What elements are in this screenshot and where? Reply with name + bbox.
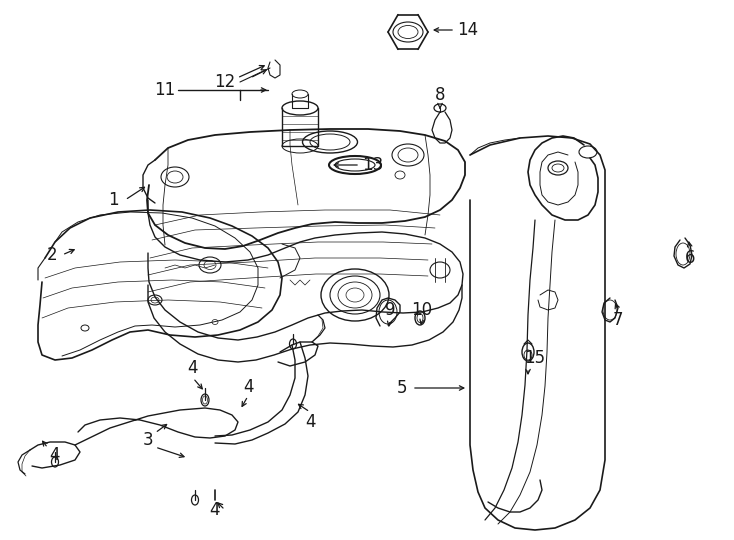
Text: 7: 7 bbox=[613, 311, 623, 329]
Text: 4: 4 bbox=[210, 501, 220, 519]
Text: 4: 4 bbox=[305, 413, 315, 431]
Text: 13: 13 bbox=[363, 156, 384, 174]
Text: 12: 12 bbox=[214, 73, 236, 91]
Text: 4: 4 bbox=[243, 378, 253, 396]
Text: 8: 8 bbox=[435, 86, 446, 104]
Text: 4: 4 bbox=[188, 359, 198, 377]
Text: 15: 15 bbox=[524, 349, 545, 367]
Text: 10: 10 bbox=[412, 301, 432, 319]
Text: 4: 4 bbox=[50, 446, 60, 464]
Text: 6: 6 bbox=[685, 249, 695, 267]
Text: 9: 9 bbox=[385, 301, 395, 319]
Text: 5: 5 bbox=[397, 379, 407, 397]
Text: 2: 2 bbox=[47, 246, 57, 264]
Text: 1: 1 bbox=[108, 191, 118, 209]
Text: 3: 3 bbox=[142, 431, 153, 449]
Text: 11: 11 bbox=[154, 81, 175, 99]
Text: 14: 14 bbox=[457, 21, 479, 39]
